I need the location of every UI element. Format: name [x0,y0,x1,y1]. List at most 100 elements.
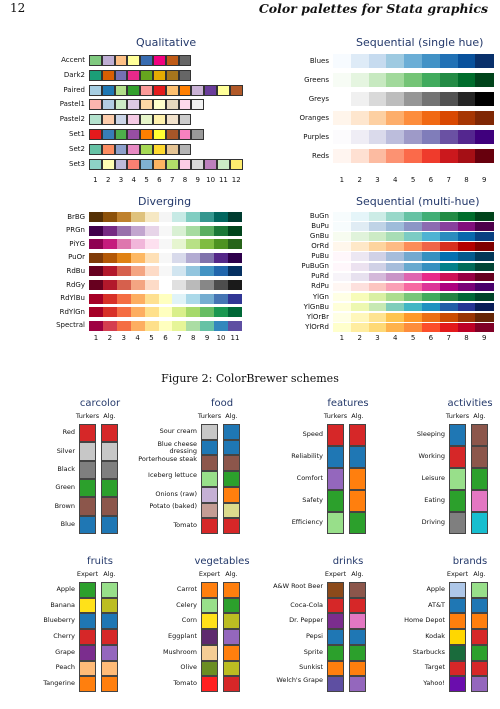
sequential_multi-tick-label: 1 [339,334,345,342]
sequential_multi-swatch [350,222,370,231]
diverging-tick-label: 3 [121,334,126,342]
sequential_multi-swatch [386,242,405,251]
diverging-swatch [228,266,243,277]
qualitative-swatch [165,129,179,140]
small-swatch [471,424,488,446]
small-row-label: Green [55,483,75,492]
diverging-swatch [130,212,146,222]
sequential_multi-swatch [350,212,370,221]
sequential_multi-swatch [404,212,423,221]
sequential_multi-swatch [368,222,387,231]
sequential_multi-swatch [333,282,352,292]
small-row-label: AT&T [428,600,445,609]
sequential_multi-tick-label: 5 [410,334,416,342]
diverging-row-label: Spectral [56,321,85,330]
small-row-label: Sour cream [159,426,197,435]
sequential_multi-swatch [439,232,459,241]
sequential_multi-swatch [422,323,441,332]
diverging-tick-label: 2 [107,334,113,342]
sequential_single-swatch [368,54,387,68]
column-head: Turkers [323,412,348,420]
diverging-swatch [214,239,229,250]
qualitative-swatch [114,143,128,155]
diverging-row-label: PuOr [68,253,85,262]
small-swatch [349,424,366,446]
qualitative-swatch [165,158,179,170]
diverging-swatch [200,266,215,277]
diverging-swatch [89,252,104,263]
qualitative-swatch [178,158,192,170]
diverging-swatch [214,266,229,277]
diverging-swatch [172,212,187,222]
small-swatch [201,644,218,661]
sequential_multi-swatch [368,232,387,241]
sequential_multi-swatch [422,262,441,271]
sequential_multi-tick-label: 2 [357,334,362,342]
small-swatch [349,582,366,598]
sequential_multi-row-label: PuRd [311,272,329,281]
small-swatch [223,439,240,456]
sequential_multi-swatch [350,242,370,251]
diverging-swatch [116,212,132,222]
small-swatch [471,512,488,534]
sequential_single-tick-label: 9 [482,176,487,184]
qualitative-swatch [165,55,179,66]
qualitative-swatch [217,84,230,96]
sequential_single-row-label: Oranges [299,113,329,122]
qualitative-swatch [114,84,128,96]
small-row-label: Mushroom [162,647,197,656]
sequential_single-swatch [439,54,459,68]
small-row-label: Tomato [173,679,197,688]
small-swatch [449,597,466,614]
diverging-swatch [89,239,104,250]
small-swatch [449,660,466,677]
sequential_multi-swatch [457,292,476,302]
sequential_single-swatch [333,111,352,125]
small-swatch [449,629,466,645]
sequential_single-swatch [439,111,459,125]
small-swatch [327,446,344,468]
diverging-swatch [144,212,159,222]
sequential_multi-swatch [368,282,387,292]
small-swatch [223,455,240,472]
small-row-label: Home Depot [404,616,445,625]
qualitative-swatch [140,158,153,170]
diverging-swatch [89,212,104,222]
sequential_multi-swatch [333,262,352,271]
sequential_multi-swatch [350,232,370,241]
small-swatch [349,613,366,630]
sequential_multi-swatch [475,252,494,261]
sequential_single-swatch [422,54,441,68]
sequential_multi-row-label: YlOrRd [305,322,329,331]
small-row-label: Safety [302,496,323,504]
sequential_multi-swatch [439,282,459,292]
small-panel-title: vegetables [194,556,250,567]
sequential_multi-swatch [350,252,370,261]
diverging-swatch [89,320,104,331]
sequential_multi-swatch [350,262,370,271]
qualitative-swatch [229,84,243,96]
sequential_multi-swatch [386,313,405,322]
small-row-label: Welch's Grape [276,676,323,685]
qualitative-swatch [89,69,102,81]
sequential_multi-swatch [422,313,441,322]
small-swatch [471,446,488,468]
qualitative-swatch [127,143,141,155]
sequential_single-swatch [404,111,423,125]
small-row-label: Coca-Cola [290,600,323,609]
sequential_single-swatch [404,130,423,144]
sequential_single-swatch [368,92,387,106]
diverging-swatch [214,280,229,290]
small-swatch [449,644,466,661]
sequential_single-swatch [404,54,423,68]
sequential_single-swatch [350,92,370,106]
sequential_single-tick-label: 3 [375,176,380,184]
diverging-swatch [144,252,159,263]
sequential_multi-swatch [475,282,494,292]
qualitative-swatch [89,158,102,170]
diverging-swatch [130,280,146,290]
diverging-tick-label: 7 [177,334,182,342]
sequential_multi-swatch [457,262,476,271]
sequential_single-row-label: Greens [304,75,329,84]
qualitative-swatch [217,158,230,170]
